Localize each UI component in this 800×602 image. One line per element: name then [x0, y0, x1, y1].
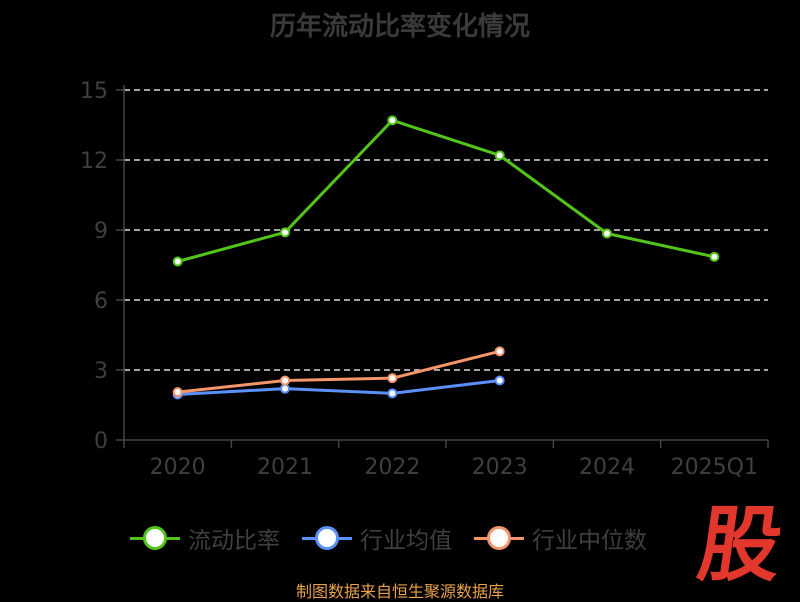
series-0-point-3 [494, 150, 505, 161]
series-line-0 [177, 118, 715, 263]
y-tick-label-1: 3 [94, 359, 108, 384]
x-tick-label-0: 2020 [150, 455, 206, 480]
x-tick-label-1: 2021 [257, 455, 313, 480]
y-tick-label-3: 9 [94, 219, 108, 244]
y-tick-label-5: 15 [80, 79, 108, 104]
y-tick-label-2: 6 [94, 289, 108, 314]
legend-item-industry-median[interactable]: 行业中位数 [474, 521, 647, 555]
chart-legend: 流动比率 行业均值 行业中位数 [130, 518, 669, 558]
chart-title: 历年流动比率变化情况 [269, 12, 530, 42]
y-tick-label-0: 0 [94, 429, 108, 454]
series-0-point-4 [602, 228, 612, 239]
series-2-point-2 [387, 373, 398, 384]
data-source-note: 制图数据来自恒生聚源数据库 [295, 582, 504, 601]
series-2-point-3 [494, 346, 505, 357]
series-2-point-1 [280, 375, 290, 386]
y-tick-label-4: 12 [80, 149, 108, 174]
series-1-point-1 [280, 383, 290, 394]
series-0-point-5 [709, 251, 720, 262]
legend-label-industry-median: 行业中位数 [532, 528, 647, 554]
series-0-point-0 [172, 256, 183, 267]
series-1-point-3 [494, 375, 505, 386]
legend-swatch-industry-median [474, 526, 524, 550]
x-tick-label-3: 2023 [472, 455, 528, 480]
series-0-point-1 [280, 227, 290, 238]
legend-swatch-industry-mean [302, 526, 352, 550]
series-1-point-2 [387, 388, 398, 399]
legend-item-current-ratio[interactable]: 流动比率 [130, 521, 280, 555]
x-tick-label-2: 2022 [364, 455, 420, 480]
legend-swatch-current-ratio [130, 526, 180, 550]
legend-label-current-ratio: 流动比率 [188, 528, 280, 554]
legend-label-industry-mean: 行业均值 [360, 528, 452, 554]
x-tick-label-5: 2025Q1 [671, 455, 758, 480]
series-2-point-0 [172, 387, 183, 398]
legend-item-industry-mean[interactable]: 行业均值 [302, 521, 452, 555]
series-line-2 [177, 349, 501, 394]
series-line-1 [177, 379, 500, 396]
x-tick-label-4: 2024 [579, 455, 635, 480]
series-0-point-2 [387, 115, 398, 126]
